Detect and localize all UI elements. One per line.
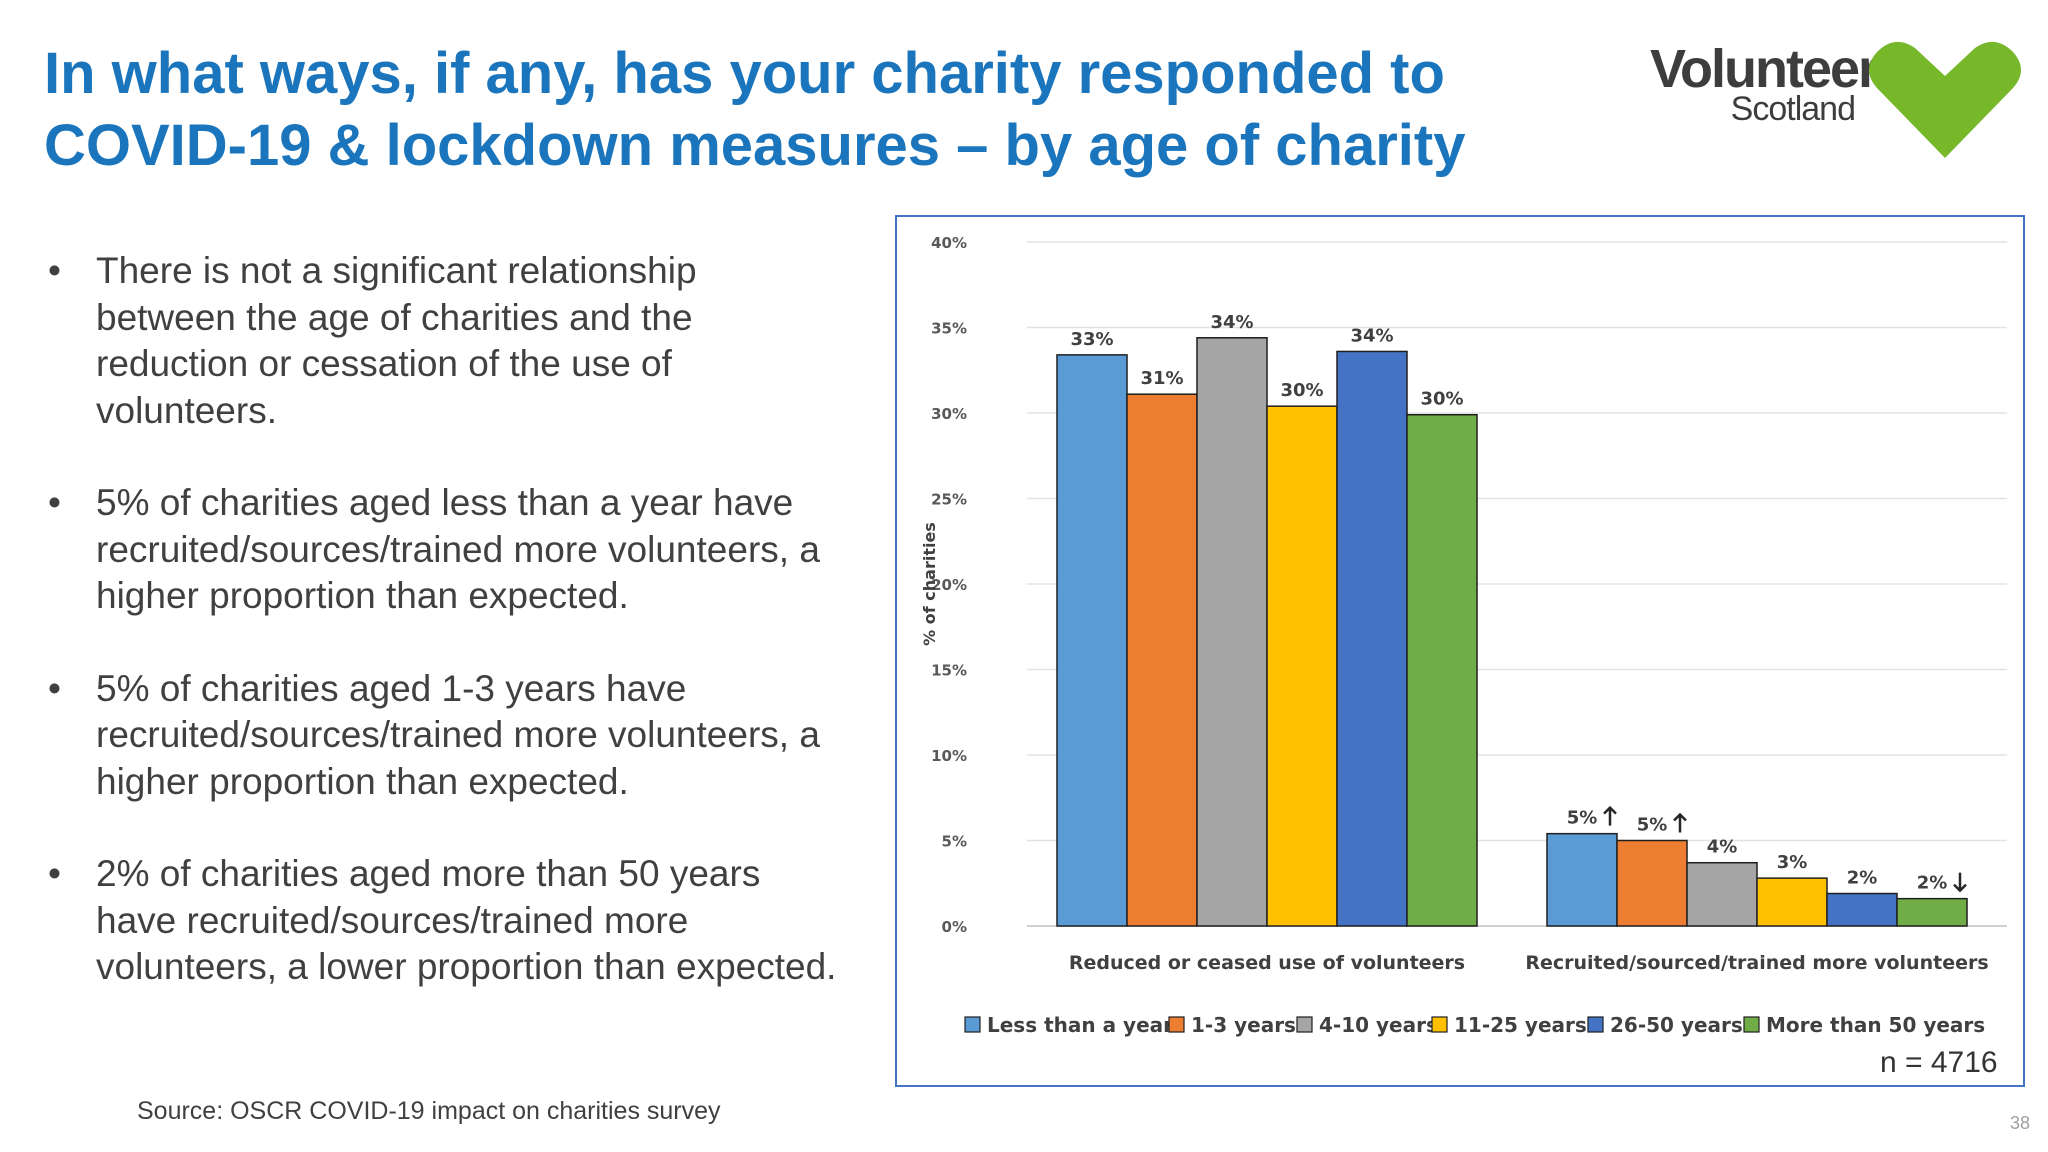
bullet-item: • 2% of charities aged more than 50 years… [44, 851, 844, 991]
data-label: 34% [1350, 325, 1393, 346]
bar [1266, 405, 1338, 927]
legend-swatch [1168, 1016, 1185, 1033]
y-tick-label: 35% [931, 320, 967, 338]
legend-label: 26-50 years [1610, 1013, 1743, 1037]
y-tick-label: 15% [931, 662, 967, 680]
legend-label: More than 50 years [1766, 1013, 1985, 1037]
arrow-up-icon [1603, 805, 1617, 826]
bar-chart: 0% 5% 10% 15% 20% 25% 30% 35% 40% % of charities 3… [920, 234, 2007, 1037]
y-axis-label: % of charities [920, 522, 939, 646]
category-label: Recruited/sourced/trained more volunteer… [1525, 952, 1988, 974]
arrow-down-icon [1953, 872, 1967, 893]
y-tick-label: 5% [942, 833, 967, 851]
legend-swatch [1296, 1016, 1313, 1033]
bar [1756, 877, 1828, 927]
legend-swatch [1743, 1016, 1760, 1033]
category-label: Reduced or ceased use of volunteers [1069, 952, 1465, 974]
y-tick-label: 10% [931, 747, 967, 765]
bar [1196, 337, 1268, 927]
legend-label: Less than a year [987, 1013, 1173, 1037]
bar [1896, 897, 1968, 927]
data-label: 5% [1567, 808, 1598, 829]
bar [1686, 861, 1758, 927]
y-tick-label: 40% [931, 234, 967, 252]
y-tick-label: 0% [942, 918, 967, 936]
bar [1406, 413, 1478, 927]
data-label: 33% [1070, 329, 1113, 350]
legend-swatch [1431, 1016, 1448, 1033]
data-label: 34% [1210, 312, 1253, 333]
bullet-item: • 5% of charities aged 1-3 years have rec… [44, 666, 844, 806]
legend-label: 1-3 years [1191, 1013, 1296, 1037]
heart-icon [1869, 41, 2021, 158]
page-number: 38 [2010, 1113, 2031, 1133]
logo-word: Volunteer [1650, 39, 1879, 99]
legend-label: 4-10 years [1319, 1013, 1438, 1037]
bar [1336, 350, 1408, 927]
bullet-symbol: • [48, 250, 61, 291]
bar [1126, 393, 1198, 927]
legend-label: 11-25 years [1454, 1013, 1587, 1037]
data-label: 4% [1707, 837, 1738, 858]
data-label: 3% [1777, 852, 1808, 873]
data-label: 30% [1420, 389, 1463, 410]
bullet-text: 5% of charities aged less than a year ha… [96, 482, 820, 616]
y-tick-label: 20% [931, 576, 967, 594]
bullet-symbol: • [48, 853, 61, 894]
legend-swatch [964, 1016, 981, 1033]
data-label: 5% [1637, 815, 1668, 836]
chart-frame: 0% 5% 10% 15% 20% 25% 30% 35% 40% % of charities 3… [895, 215, 2025, 1087]
y-tick-label: 25% [931, 491, 967, 509]
data-label: 31% [1140, 368, 1183, 389]
bullet-text: 5% of charities aged 1-3 years have recr… [96, 667, 820, 802]
legend-swatch [1587, 1016, 1604, 1033]
bullet-item: • 5% of charities aged less than a year h… [44, 480, 844, 620]
source-note: Source: OSCR COVID-19 impact on charitie… [137, 1097, 721, 1125]
bar [1616, 839, 1688, 927]
bullet-symbol: • [48, 667, 61, 709]
slide-title: In what ways, if any, has your charity r… [44, 41, 1466, 178]
bullet-list: • There is not a significant relationship… [44, 248, 844, 1037]
sample-size-label: n = 4716 [1880, 1046, 1998, 1079]
data-label: 2% [1917, 873, 1948, 894]
volunteer-scotland-logo: Volunteer Scotland [1650, 30, 2030, 170]
arrow-up-icon [1673, 812, 1687, 833]
bullet-item: • There is not a significant relationship… [44, 248, 844, 434]
bar [1056, 354, 1128, 927]
bullet-text: 2% of charities aged more than 50 years … [96, 853, 837, 987]
data-label: 2% [1847, 868, 1878, 889]
y-tick-label: 30% [931, 405, 967, 423]
bar [1546, 832, 1618, 927]
bullet-text: There is not a significant relationship … [96, 250, 697, 431]
bar [1826, 892, 1898, 927]
logo-sub: Scotland [1730, 90, 1856, 128]
data-label: 30% [1280, 380, 1323, 401]
bullet-symbol: • [48, 482, 61, 523]
